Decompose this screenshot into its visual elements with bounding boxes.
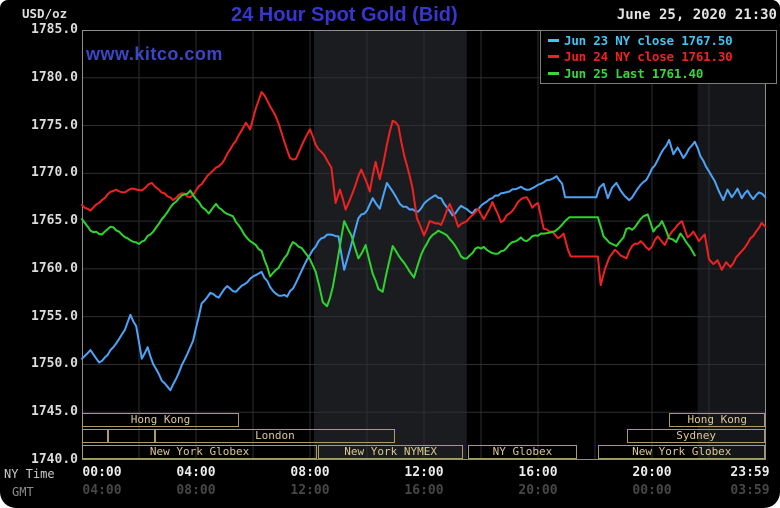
session-label: London xyxy=(255,429,295,442)
x-axis-ny-tick-label: 23:59 xyxy=(730,465,770,480)
y-axis-unit-label: USD/oz xyxy=(22,6,68,21)
kitco-watermark-link[interactable]: www.kitco.com xyxy=(86,44,223,64)
session-label: Hong Kong xyxy=(687,413,748,426)
x-axis-gmt-tick-label: 03:59 xyxy=(730,483,770,498)
session-box xyxy=(107,429,155,443)
x-axis-gmt-tick-label: 16:00 xyxy=(404,483,444,498)
chart-timestamp: June 25, 2020 21:30 xyxy=(616,7,777,23)
y-axis-tick-label: 1770.0 xyxy=(31,165,78,181)
price-line-jun-24 xyxy=(81,91,767,287)
legend-dash-icon xyxy=(548,72,559,76)
x-axis-gmt-tick-label: 00:00 xyxy=(632,483,672,498)
x-axis-gmt-tick-label: 12:00 xyxy=(290,483,330,498)
session-box-hong-kong: Hong Kong xyxy=(82,413,240,427)
session-box-new-york-nymex: New York NYMEX xyxy=(317,445,464,459)
y-axis-tick-label: 1750.0 xyxy=(31,356,78,372)
x-axis-ny-tick-label: 16:00 xyxy=(518,465,558,480)
session-label: NY Globex xyxy=(492,445,553,458)
y-axis-tick-label: 1785.0 xyxy=(31,22,78,37)
page-title: 24 Hour Spot Gold (Bid) xyxy=(231,4,458,26)
session-box-sydney: Sydney xyxy=(626,429,766,443)
session-shading-band xyxy=(313,30,467,460)
legend-label: Jun 23 NY close 1767.50 xyxy=(564,32,733,48)
x-axis-ny-tick-label: 08:00 xyxy=(290,465,330,480)
session-label: New York Globex xyxy=(149,445,250,458)
x-axis-gmt-tick-label: 20:00 xyxy=(518,483,558,498)
legend-dash-icon xyxy=(548,38,559,42)
y-axis-tick-label: 1745.0 xyxy=(31,404,78,420)
y-axis-tick-label: 1780.0 xyxy=(31,69,78,85)
legend: Jun 23 NY close 1767.50 Jun 24 NY close … xyxy=(540,30,777,84)
x-axis-ny-tick-label: 00:00 xyxy=(82,465,122,480)
legend-dash-icon xyxy=(548,55,559,59)
y-axis-tick-label: 1775.0 xyxy=(31,117,78,133)
x-axis-ny-tick-label: 20:00 xyxy=(632,465,672,480)
price-line-jun-23 xyxy=(81,138,767,392)
x-axis-gmt-tick-label: 04:00 xyxy=(82,483,122,498)
session-box-london: London xyxy=(154,429,395,443)
price-line-jun-25 xyxy=(81,189,696,308)
session-label: New York NYMEX xyxy=(344,445,437,458)
y-axis-tick-label: 1740.0 xyxy=(31,452,78,467)
legend-item-jun23: Jun 23 NY close 1767.50 xyxy=(548,32,776,48)
x-axis-ny-tick-label: 12:00 xyxy=(404,465,444,480)
y-axis-tick-label: 1760.0 xyxy=(31,260,78,276)
legend-item-jun24: Jun 24 NY close 1761.30 xyxy=(548,49,776,65)
session-label: Hong Kong xyxy=(130,413,191,426)
session-box-new-york-globex: New York Globex xyxy=(82,445,318,459)
ny-time-axis-label: NY Time xyxy=(4,467,55,481)
plot-border xyxy=(82,30,766,460)
y-axis-tick-label: 1755.0 xyxy=(31,308,78,324)
session-label: Sydney xyxy=(676,429,717,442)
session-box-new-york-globex: New York Globex xyxy=(598,445,766,459)
gmt-axis-label: GMT xyxy=(12,485,34,499)
session-shading-band xyxy=(697,30,766,460)
session-box-ny-globex: NY Globex xyxy=(467,445,578,459)
x-axis-gmt-tick-label: 08:00 xyxy=(176,483,216,498)
legend-label: Jun 24 NY close 1761.30 xyxy=(564,49,733,65)
session-label: New York Globex xyxy=(632,445,732,458)
x-axis-ny-tick-label: 04:00 xyxy=(176,465,216,480)
legend-item-jun25: Jun 25 Last 1761.40 xyxy=(548,66,776,82)
session-box-hong-kong: Hong Kong xyxy=(669,413,766,427)
session-box xyxy=(82,429,108,443)
y-axis-tick-label: 1765.0 xyxy=(31,213,78,229)
legend-label: Jun 25 Last 1761.40 xyxy=(564,66,704,82)
